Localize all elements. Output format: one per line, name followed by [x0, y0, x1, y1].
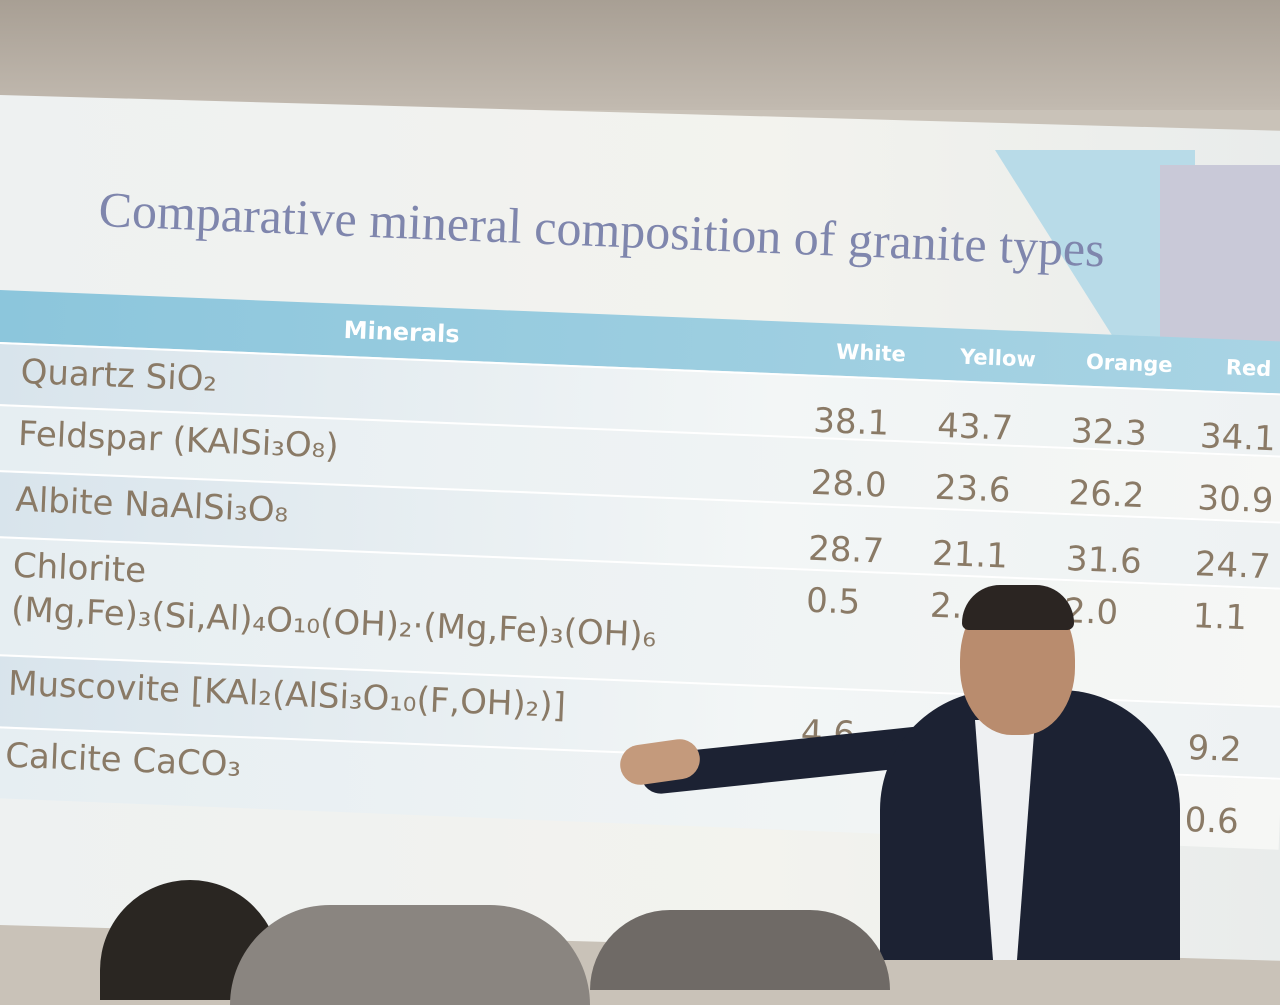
value-red: 9.2 [1186, 728, 1243, 771]
value-white: 28.7 [807, 528, 885, 572]
header-red: Red [1225, 355, 1272, 382]
slide-accent-shape [1160, 165, 1280, 345]
value-red: 0.6 [1183, 799, 1240, 843]
value-orange: 31.6 [1065, 539, 1143, 583]
mineral-formula: (Mg,Fe)₃(Si,Al)₄O₁₀(OH)₂·(Mg,Fe)₃(OH)₆ [10, 589, 657, 656]
value-orange: 26.2 [1067, 473, 1146, 517]
value-yellow: 23.6 [934, 467, 1012, 511]
header-yellow: Yellow [959, 344, 1037, 372]
mineral-name: Calcite CaCO₃ [4, 735, 242, 786]
value-yellow: 21.1 [931, 533, 1009, 577]
audience-head [590, 910, 890, 990]
mineral-name: Chlorite [12, 545, 147, 592]
value-white: 28.0 [810, 462, 888, 506]
presenter-hair [962, 585, 1074, 630]
mineral-name: Albite NaAlSi₃O₈ [14, 479, 290, 531]
value-yellow: 2. [929, 585, 964, 627]
value-red: 1.1 [1192, 596, 1248, 639]
audience-head [230, 905, 590, 1005]
value-red: 30.9 [1196, 478, 1275, 522]
mineral-name: Feldspar (KAlSi₃O₈) [17, 413, 340, 467]
header-white: White [835, 339, 907, 367]
value-red: 24.7 [1194, 544, 1272, 588]
wall [0, 0, 1280, 110]
mineral-name: Quartz SiO₂ [19, 351, 218, 400]
value-white: 0.5 [805, 580, 862, 623]
header-orange: Orange [1085, 349, 1174, 378]
header-minerals: Minerals [343, 315, 461, 349]
